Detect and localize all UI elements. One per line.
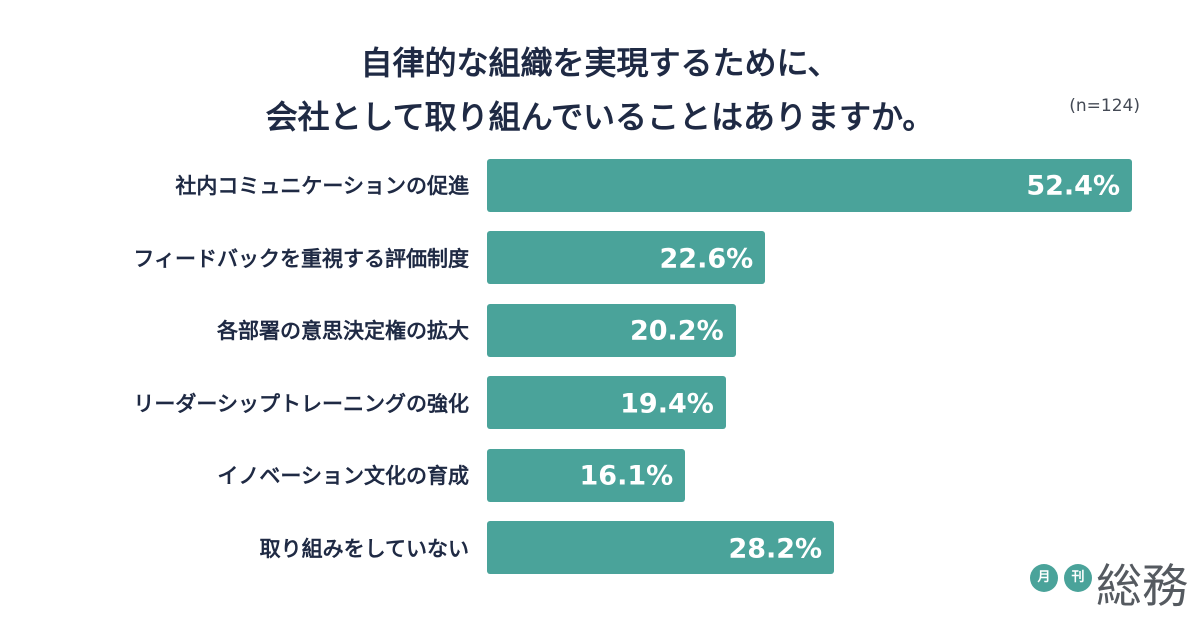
bar-value-label: 22.6% [659, 243, 754, 274]
bar-value-label: 28.2% [728, 533, 823, 564]
category-label: 社内コミュニケーションの促進 [175, 174, 469, 198]
category-label: フィードバックを重視する評価制度 [133, 246, 469, 271]
chart-title-line-2: 会社として取り組んでいることはありますか。 [265, 98, 935, 136]
bar [487, 303, 736, 357]
bar [487, 376, 726, 429]
bar-value-label: 20.2% [629, 315, 724, 347]
category-label: イノベーション文化の育成 [217, 464, 469, 488]
gekkan-soumu-logo: 月 刊 総務 [1030, 556, 1190, 616]
bar [487, 231, 766, 284]
sample-size-label: (n=124) [1069, 96, 1140, 116]
category-label: 各部署の意思決定権の拡大 [217, 319, 469, 343]
bar-value-label: 19.4% [620, 388, 714, 419]
bar [487, 448, 686, 502]
logo-main-text: 総務 [1096, 559, 1188, 613]
bar-value-label: 52.4% [1026, 170, 1120, 202]
chart-title-line-1: 自律的な組織を実現するために、 [360, 44, 840, 82]
bar [487, 158, 1132, 212]
category-label: リーダーシップトレーニングの強化 [133, 391, 469, 416]
chart-title: 自律的な組織を実現するために、 会社として取り組んでいることはありますか。 [0, 36, 1200, 144]
logo-circle-2: 刊 [1064, 564, 1092, 592]
category-label: 取り組みをしていない [259, 536, 469, 561]
bar [487, 521, 835, 574]
logo-circle-1: 月 [1030, 564, 1058, 592]
bar-value-label: 16.1% [579, 460, 674, 492]
